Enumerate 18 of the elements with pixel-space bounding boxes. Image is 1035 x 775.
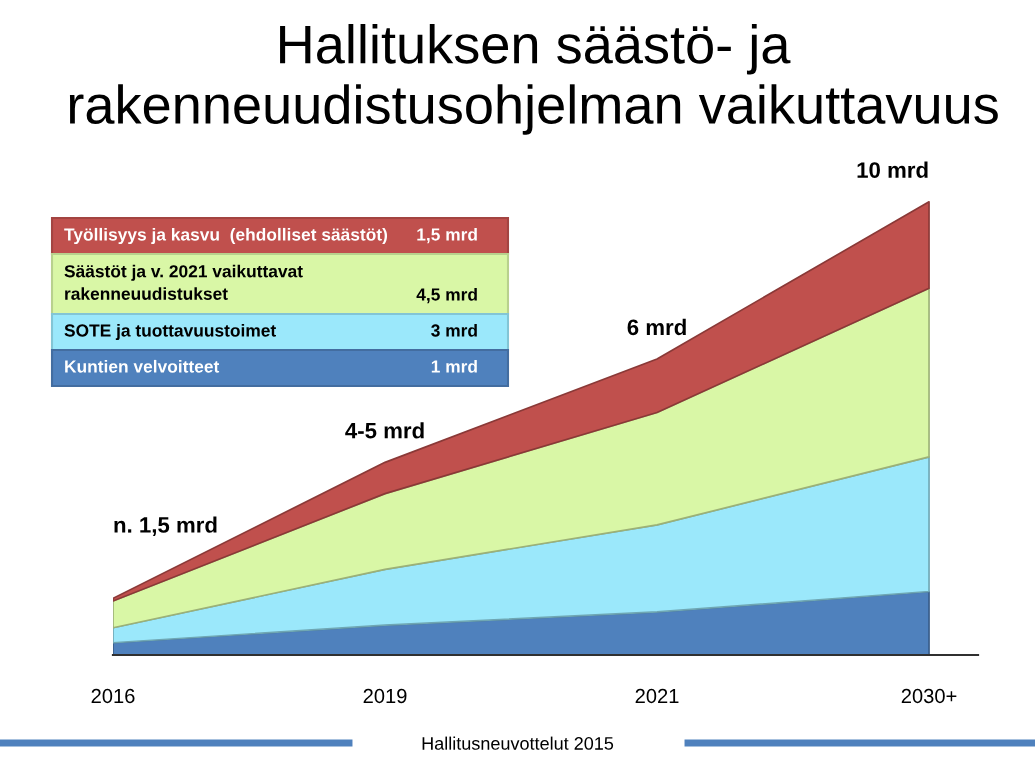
- x-tick-label: 2016: [91, 688, 135, 704]
- text: Hallitusneuvottelut 2015: [422, 736, 614, 750]
- annotation: 4-5 mrd: [345, 422, 424, 439]
- text: Kuntien velvoitteet: [65, 359, 220, 373]
- text: Säästöt ja v. 2021 vaikuttavat rakenneuudistukset: [64, 264, 303, 300]
- x-tick-label: 2021: [635, 688, 679, 704]
- annotation: 4,5 mrd: [416, 287, 477, 304]
- text: SOTE ja tuottavuustoimet: [64, 323, 276, 341]
- annotation: 1,5 mrd: [417, 227, 477, 244]
- text: Työllisyys ja kasvu (ehdolliset säästöt): [64, 227, 388, 245]
- annotation: n. 1,5 mrd: [114, 516, 217, 537]
- annotation: 1 mrd: [431, 359, 477, 373]
- x-tick-label: 2019: [363, 688, 407, 704]
- annotation: 10 mrd: [857, 161, 928, 178]
- annotation: 3 mrd: [431, 323, 477, 337]
- annotation: 6 mrd: [627, 318, 686, 336]
- x-tick-label: 2030+: [901, 688, 957, 704]
- chart-title: Hallituksen säästö- ja rakenneuudistusohjelman vaikuttavuus: [69, 24, 998, 135]
